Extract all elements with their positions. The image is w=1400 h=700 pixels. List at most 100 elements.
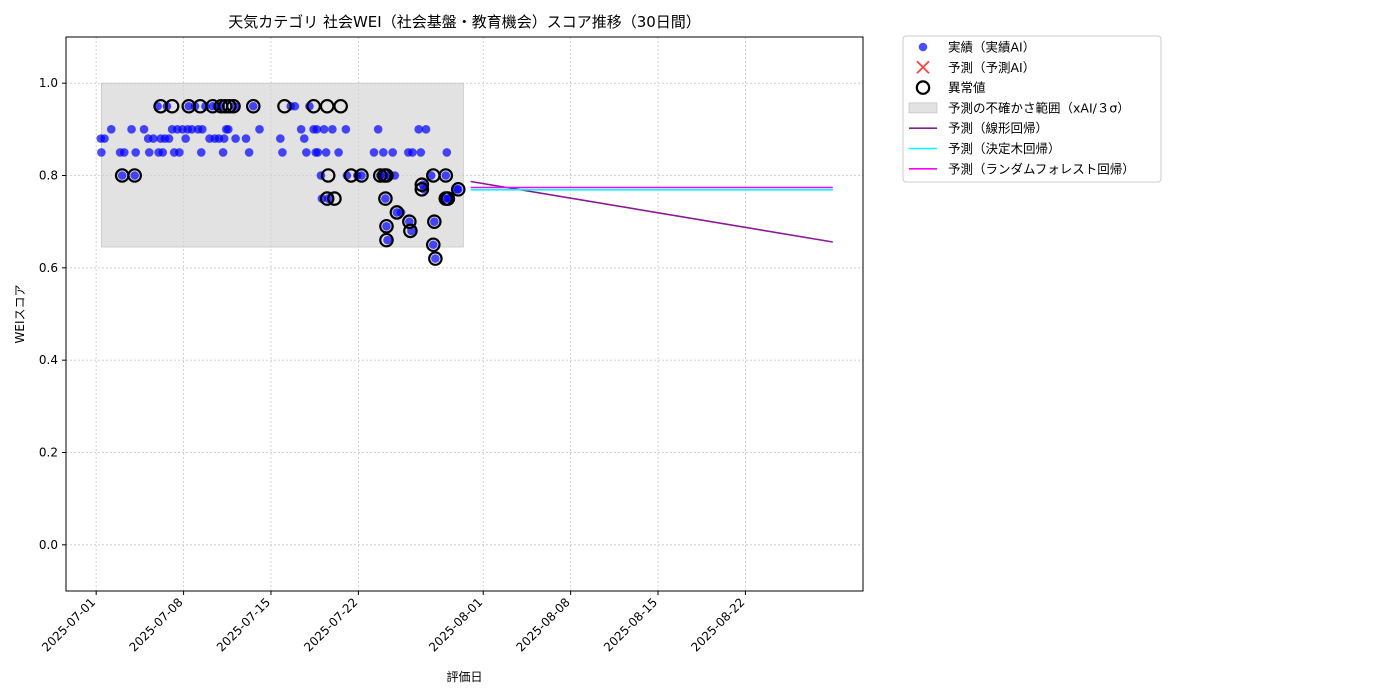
actual-point — [224, 125, 233, 134]
actual-point — [357, 171, 366, 180]
anomaly-ring — [379, 168, 394, 183]
legend-label-forest: 予測（ランダムフォレスト回帰） — [948, 161, 1135, 176]
anomaly-ring — [319, 191, 335, 206]
legend-marker-band — [908, 102, 938, 114]
actual-point — [244, 148, 254, 157]
anomaly-ring — [379, 232, 394, 248]
actual-point — [158, 148, 168, 157]
anomaly-ring — [414, 177, 430, 193]
anomaly-ring — [226, 98, 241, 114]
actual-point — [428, 240, 438, 250]
legend-label-anomaly: 異常値 — [948, 80, 986, 95]
anomaly-ring — [378, 191, 393, 206]
legend-marker-actual — [918, 42, 928, 52]
anomaly-ring — [319, 98, 335, 114]
anomaly-ring — [427, 214, 442, 229]
actual-point — [196, 148, 206, 157]
x-tick-label: 2025-07-22 — [301, 595, 360, 654]
legend-label-forecast: 予測（予測AI） — [948, 60, 1035, 75]
anomaly-ring — [245, 98, 261, 114]
actual-point — [100, 134, 109, 143]
actual-point — [416, 148, 426, 157]
x-tick-label: 2025-07-01 — [39, 595, 98, 654]
actual-point — [119, 148, 129, 157]
actual-point — [453, 185, 463, 194]
anomaly-ring — [425, 237, 441, 253]
plot-frame — [65, 36, 864, 592]
actual-point — [319, 125, 329, 134]
actual-point — [144, 148, 154, 157]
anomaly-ring — [306, 98, 321, 114]
actual-point — [381, 194, 390, 203]
point-layer — [96, 98, 466, 266]
actual-point — [299, 134, 309, 143]
x-tick-label: 2025-08-15 — [601, 595, 660, 654]
series-line-layer — [470, 180, 833, 243]
actual-point — [313, 148, 323, 157]
anomaly-ring — [277, 98, 292, 114]
actual-point — [181, 134, 190, 143]
y-tick-label: 0.8 — [39, 169, 58, 183]
anomaly-ring — [333, 98, 348, 114]
y-tick-label: 0.2 — [39, 446, 58, 460]
anomaly-ring — [379, 218, 394, 234]
actual-point — [312, 125, 322, 134]
anomaly-ring — [414, 182, 430, 197]
actual-point — [408, 148, 417, 157]
anomaly-ring — [402, 214, 417, 229]
actual-point — [97, 148, 106, 157]
actual-point — [321, 148, 331, 157]
y-tick-label: 1.0 — [39, 76, 58, 90]
actual-point — [164, 134, 174, 143]
actual-point — [441, 171, 451, 180]
actual-point — [414, 125, 424, 134]
anomaly-ring — [320, 168, 336, 183]
x-tick-label: 2025-08-01 — [426, 595, 485, 654]
x-axis-label: 評価日 — [446, 669, 482, 684]
actual-point — [379, 148, 388, 157]
anomaly-ring — [217, 98, 233, 114]
actual-point — [334, 148, 343, 157]
legend-label-actual: 実績（実績AI） — [948, 40, 1035, 55]
anomaly-ring — [354, 168, 369, 183]
actual-point — [430, 217, 439, 226]
actual-point — [382, 221, 391, 231]
anomaly-ring — [438, 168, 454, 183]
anomaly-ring — [222, 98, 237, 114]
legend-box — [902, 35, 1162, 183]
actual-point — [369, 148, 379, 157]
actual-point — [149, 134, 158, 143]
x-tick-label: 2025-07-15 — [214, 595, 273, 654]
x-tick-label: 2025-07-08 — [126, 595, 185, 654]
actual-point — [241, 134, 251, 143]
actual-point — [131, 148, 141, 157]
actual-point — [290, 101, 300, 111]
actual-point — [231, 134, 240, 143]
actual-point — [130, 171, 139, 180]
actual-point — [388, 148, 398, 157]
actual-point — [106, 125, 116, 134]
actual-point — [296, 125, 306, 134]
anomaly-ring — [343, 168, 359, 183]
x-tick-label: 2025-08-22 — [688, 595, 747, 654]
actual-point — [255, 125, 264, 134]
legend-marker-anomaly — [915, 80, 931, 95]
actual-point — [302, 148, 311, 157]
actual-point — [117, 171, 127, 180]
legend-marker-forecast — [916, 60, 930, 74]
anomaly-ring — [428, 251, 443, 266]
actual-point — [219, 134, 229, 143]
actual-point — [278, 148, 287, 157]
y-tick-label: 0.4 — [39, 353, 58, 367]
anomaly-ring — [440, 191, 456, 206]
actual-point — [426, 171, 436, 180]
legend-label-uncertainty: 予測の不確かさ範囲（xAI/３σ） — [948, 100, 1130, 115]
y-tick-label: 0.0 — [39, 538, 58, 552]
actual-point — [198, 125, 207, 134]
actual-point — [421, 125, 431, 134]
y-tick-label: 0.6 — [39, 261, 58, 275]
actual-point — [373, 125, 383, 134]
actual-point — [184, 101, 194, 111]
actual-point — [127, 125, 136, 134]
